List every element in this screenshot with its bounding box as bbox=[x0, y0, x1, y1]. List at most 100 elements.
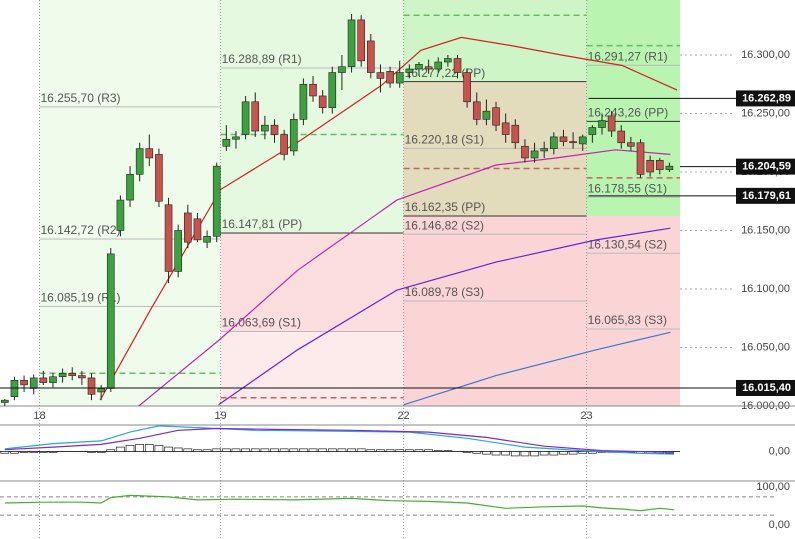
candle-body bbox=[511, 124, 520, 144]
pivot-zone bbox=[220, 331, 404, 406]
candle-body bbox=[338, 66, 346, 73]
macd-bar bbox=[395, 449, 405, 452]
candle-body bbox=[559, 136, 568, 142]
macd-bar bbox=[135, 444, 145, 452]
x-tick-label: 18 bbox=[33, 410, 45, 422]
pivot-label: 16.142,72 (R2) bbox=[40, 223, 120, 237]
price-tag-box bbox=[736, 187, 795, 204]
macd-bar bbox=[154, 444, 164, 452]
candle-body bbox=[540, 148, 548, 152]
y-tick-label: 16.100,00 bbox=[741, 283, 790, 295]
candle-body bbox=[627, 142, 635, 147]
candle-body bbox=[174, 230, 182, 272]
candle-body bbox=[328, 72, 337, 108]
macd-line bbox=[4, 425, 675, 455]
candle-body bbox=[607, 115, 616, 132]
price-tag-label: 16.015,40 bbox=[742, 382, 791, 394]
macd-bar bbox=[501, 451, 511, 456]
candle-body bbox=[530, 150, 539, 159]
pivot-label: 16.065,83 (S3) bbox=[588, 313, 667, 327]
macd-bar bbox=[327, 448, 337, 452]
macd-bar bbox=[279, 448, 289, 452]
candle-body bbox=[386, 71, 394, 84]
macd-bar bbox=[48, 451, 58, 453]
macd-bar bbox=[404, 449, 414, 452]
macd-bar bbox=[125, 444, 135, 452]
candle-body bbox=[164, 204, 173, 272]
pivot-label: 16.291,27 (R1) bbox=[588, 49, 668, 63]
macd-bar bbox=[491, 451, 501, 456]
moving-average bbox=[218, 227, 671, 406]
candle-body bbox=[309, 83, 317, 97]
candle-body bbox=[39, 377, 48, 383]
macd-bar bbox=[520, 451, 530, 457]
candle-body bbox=[357, 19, 365, 62]
macd-bar bbox=[212, 448, 222, 452]
candle-body bbox=[155, 154, 163, 202]
candle-body bbox=[405, 68, 414, 73]
macd-bar bbox=[472, 451, 482, 454]
candle-body bbox=[444, 58, 452, 63]
y-tick-label: 16.300,00 bbox=[741, 49, 790, 61]
pivot-label: 16.178,55 (S1) bbox=[588, 181, 667, 195]
macd-line bbox=[4, 427, 675, 453]
candle-body bbox=[251, 101, 260, 132]
candle-body bbox=[68, 372, 77, 376]
candle-body bbox=[367, 40, 375, 73]
candle-body bbox=[463, 72, 471, 103]
candle-body bbox=[29, 377, 38, 389]
pivot-zone bbox=[220, 233, 404, 332]
candle-body bbox=[424, 66, 433, 70]
pivot-label: 16.162,35 (PP) bbox=[405, 200, 486, 214]
macd-bar bbox=[116, 446, 125, 452]
candle-body bbox=[241, 101, 250, 135]
pivot-label: 16.089,78 (S3) bbox=[405, 285, 484, 299]
candle-body bbox=[578, 136, 587, 145]
y-tick-label: 16.250,00 bbox=[741, 107, 790, 119]
candle-body bbox=[106, 253, 115, 389]
macd-bar bbox=[549, 451, 559, 456]
oscillator-tick-label: 0,00 bbox=[769, 519, 790, 531]
macd-bar bbox=[376, 449, 385, 452]
y-tick-label: 16.150,00 bbox=[741, 224, 790, 236]
macd-bar bbox=[356, 448, 366, 452]
macd-bar bbox=[482, 451, 491, 455]
macd-bar bbox=[424, 449, 433, 452]
candle-body bbox=[299, 83, 308, 120]
pivot-label: 16.130,54 (S2) bbox=[588, 237, 667, 251]
macd-bar bbox=[559, 451, 568, 455]
price-tag-label: 16.204,59 bbox=[742, 161, 791, 173]
moving-average bbox=[403, 331, 671, 406]
oscillator-line bbox=[4, 494, 675, 512]
price-tag-box bbox=[736, 379, 795, 396]
macd-bar bbox=[510, 451, 520, 457]
x-tick-label: 23 bbox=[580, 410, 592, 422]
macd-bar bbox=[270, 448, 279, 452]
candle-body bbox=[492, 107, 500, 126]
candle-body bbox=[58, 372, 67, 378]
candle-body bbox=[97, 388, 105, 393]
candle-body bbox=[318, 95, 327, 108]
candle-body bbox=[434, 61, 443, 70]
x-tick-label: 22 bbox=[397, 410, 409, 422]
candle-body bbox=[126, 174, 134, 201]
macd-bar bbox=[29, 451, 39, 453]
macd-bar bbox=[366, 449, 376, 452]
macd-tick-label: 0,00 bbox=[769, 445, 790, 457]
macd-bar bbox=[250, 448, 260, 452]
price-tag-box bbox=[736, 90, 795, 107]
candle-body bbox=[1, 399, 9, 403]
macd-bar bbox=[347, 448, 356, 452]
candle-body bbox=[135, 148, 144, 175]
macd-bar bbox=[308, 448, 318, 452]
candle-body bbox=[395, 72, 404, 84]
macd-bar bbox=[164, 446, 173, 452]
macd-bar bbox=[144, 444, 154, 452]
pivot-label: 16.288,89 (R1) bbox=[222, 52, 302, 66]
price-tag-box bbox=[736, 158, 795, 175]
candle-body bbox=[20, 379, 28, 386]
macd-bar bbox=[462, 451, 472, 453]
macd-bar bbox=[385, 449, 395, 452]
macd-bar bbox=[260, 448, 270, 452]
